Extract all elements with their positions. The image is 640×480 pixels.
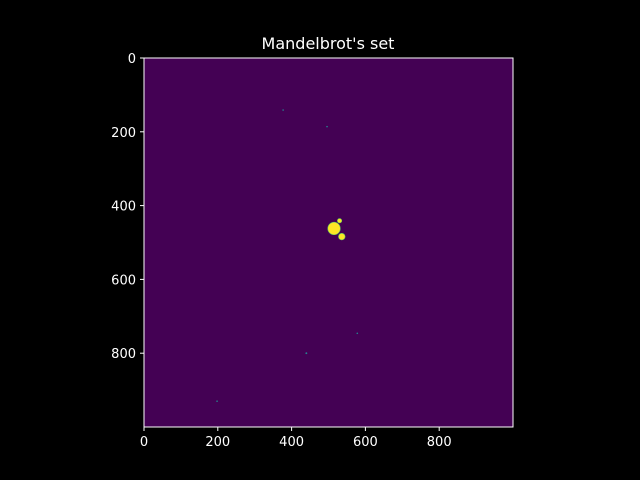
- y-tick-label: 400: [111, 200, 136, 215]
- x-tick-label: 600: [353, 435, 378, 450]
- y-tick-label: 600: [111, 273, 136, 288]
- heatmap-minibrot-4: [356, 332, 359, 335]
- heatmap-background: [144, 58, 513, 427]
- heatmap-period-2-bulb: [338, 232, 346, 241]
- heatmap-main-cardioid: [327, 221, 341, 236]
- heatmap-minibrot-5: [216, 400, 218, 402]
- x-tick-label: 800: [427, 435, 452, 450]
- y-axis: 0 200 400 600 800: [111, 52, 144, 362]
- x-axis: 0 200 400 600 800: [140, 427, 452, 450]
- x-tick-label: 400: [279, 435, 304, 450]
- heatmap-features: [216, 109, 359, 402]
- plot-frame: [143, 57, 514, 428]
- heatmap-minibrot-2: [326, 125, 328, 128]
- y-tick-label: 200: [111, 126, 136, 141]
- heatmap-minibrot-3: [305, 352, 308, 355]
- heatmap-minibrot-1: [282, 109, 284, 111]
- x-tick-label: 200: [205, 435, 230, 450]
- chart-title: Mandelbrot's set: [262, 34, 395, 53]
- y-tick-label: 0: [128, 52, 136, 67]
- y-tick-label: 800: [111, 347, 136, 362]
- x-tick-label: 0: [140, 435, 148, 450]
- heatmap-upper-bulb: [337, 218, 343, 224]
